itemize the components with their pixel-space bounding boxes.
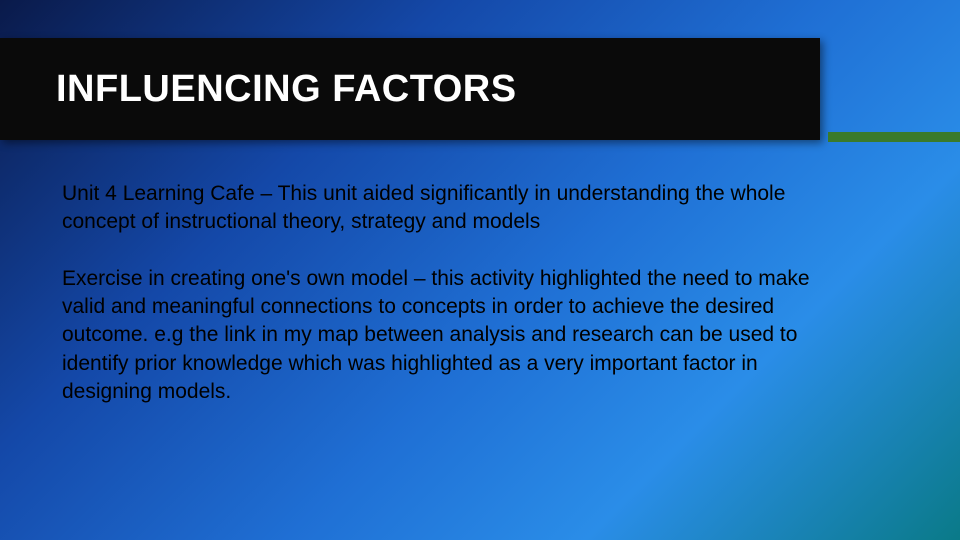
paragraph-2: Exercise in creating one's own model – t… — [62, 265, 852, 407]
accent-bar — [828, 132, 960, 142]
paragraph-1: Unit 4 Learning Cafe – This unit aided s… — [62, 180, 852, 237]
slide-container: INFLUENCING FACTORS Unit 4 Learning Cafe… — [0, 0, 960, 540]
header-band: INFLUENCING FACTORS — [0, 38, 820, 140]
slide-content: Unit 4 Learning Cafe – This unit aided s… — [62, 180, 852, 434]
slide-title: INFLUENCING FACTORS — [56, 68, 517, 111]
